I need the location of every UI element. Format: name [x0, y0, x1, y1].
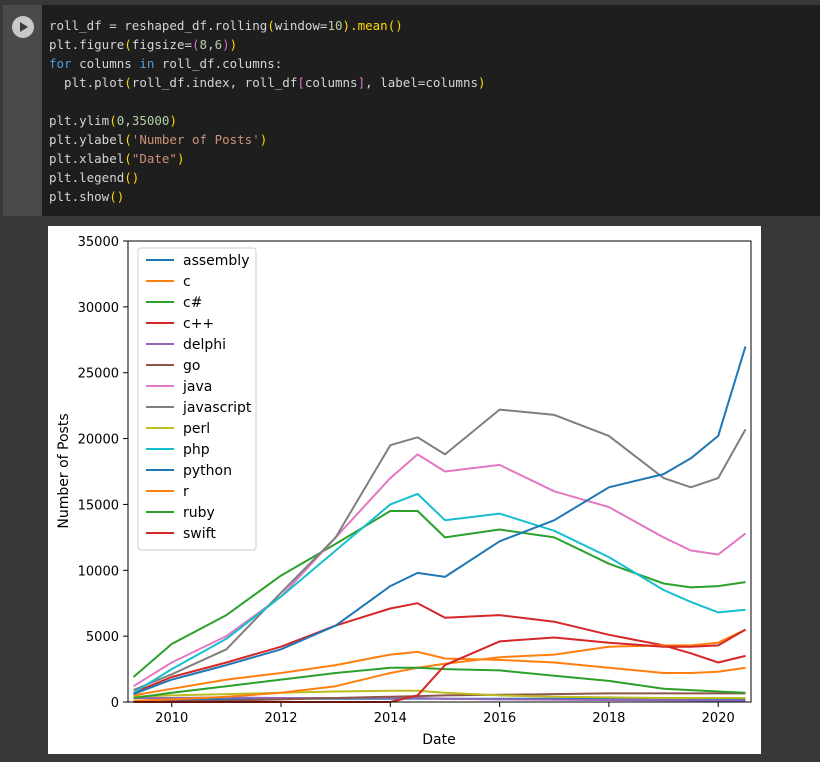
series-line-python — [133, 346, 747, 696]
code-line-1: roll_df = reshaped_df.rolling(window=10)… — [49, 18, 403, 33]
code-line-7: plt.ylabel('Number of Posts') — [49, 132, 268, 147]
x-tick-label: 2012 — [264, 711, 297, 726]
legend-label: c — [183, 274, 191, 290]
series-line-ruby — [133, 666, 746, 699]
series-line-java — [132, 453, 747, 688]
series-line-javascript — [133, 408, 747, 692]
legend-label: javascript — [182, 400, 252, 416]
run-cell-button[interactable] — [12, 16, 34, 38]
code-text: roll_df = reshaped_df.rolling(window=10)… — [49, 16, 486, 206]
series-line-perl — [133, 689, 746, 699]
legend-label: python — [183, 463, 232, 479]
legend-label: delphi — [183, 337, 226, 353]
legend-label: ruby — [183, 505, 215, 521]
legend-label: c++ — [183, 316, 214, 332]
series-line-csharp — [132, 510, 746, 678]
x-tick-label: 2010 — [155, 711, 188, 726]
y-axis-label: Number of Posts — [56, 413, 72, 528]
code-line-3: for columns in roll_df.columns: — [49, 56, 283, 71]
x-tick-label: 2018 — [592, 711, 625, 726]
x-tick-label: 2014 — [374, 711, 407, 726]
legend-label: java — [182, 379, 212, 395]
code-line-10: plt.show() — [49, 189, 125, 204]
y-tick-label: 0 — [111, 696, 119, 711]
code-line-8: plt.xlabel("Date") — [49, 151, 185, 166]
series-line-c — [133, 650, 746, 697]
series-line-r — [133, 628, 746, 702]
series-line-cplusplus — [133, 602, 746, 694]
legend-label: swift — [183, 526, 216, 542]
x-tick-label: 2020 — [702, 711, 735, 726]
y-tick-label: 20000 — [78, 433, 119, 448]
series-line-go — [133, 692, 746, 703]
chart-output: 0 5000 10000 15000 20000 25000 30000 35000 2010 2… — [48, 226, 761, 754]
y-tick-label: 15000 — [78, 498, 119, 513]
series-line-delphi — [133, 696, 746, 702]
code-line-5 — [49, 92, 486, 111]
legend-label: php — [183, 442, 210, 458]
code-line-9: plt.legend() — [49, 170, 140, 185]
legend-label: assembly — [183, 253, 249, 269]
legend-label: r — [183, 484, 189, 500]
x-tick-label: 2016 — [483, 711, 516, 726]
series-line-php — [132, 492, 746, 694]
cell-gutter — [3, 5, 42, 216]
code-line-2: plt.figure(figsize=(8,6)) — [49, 37, 238, 52]
y-tick-label: 10000 — [78, 564, 119, 579]
code-line-6: plt.ylim(0,35000) — [49, 113, 177, 128]
code-editor[interactable]: roll_df = reshaped_df.rolling(window=10)… — [42, 5, 820, 216]
code-line-4: plt.plot(roll_df.index, roll_df[columns]… — [49, 75, 486, 90]
y-tick-label: 35000 — [78, 235, 119, 250]
y-tick-label: 25000 — [78, 367, 119, 382]
legend-label: perl — [183, 421, 210, 437]
legend-label: go — [183, 358, 200, 374]
plot-frame — [127, 240, 752, 703]
y-tick-label: 30000 — [78, 301, 119, 316]
legend-label: c# — [183, 295, 202, 311]
line-chart: 0 5000 10000 15000 20000 25000 30000 35000 2010 2… — [56, 235, 752, 748]
y-tick-label: 5000 — [86, 630, 119, 645]
x-axis-label: Date — [422, 732, 455, 748]
code-cell: roll_df = reshaped_df.rolling(window=10)… — [0, 0, 820, 218]
